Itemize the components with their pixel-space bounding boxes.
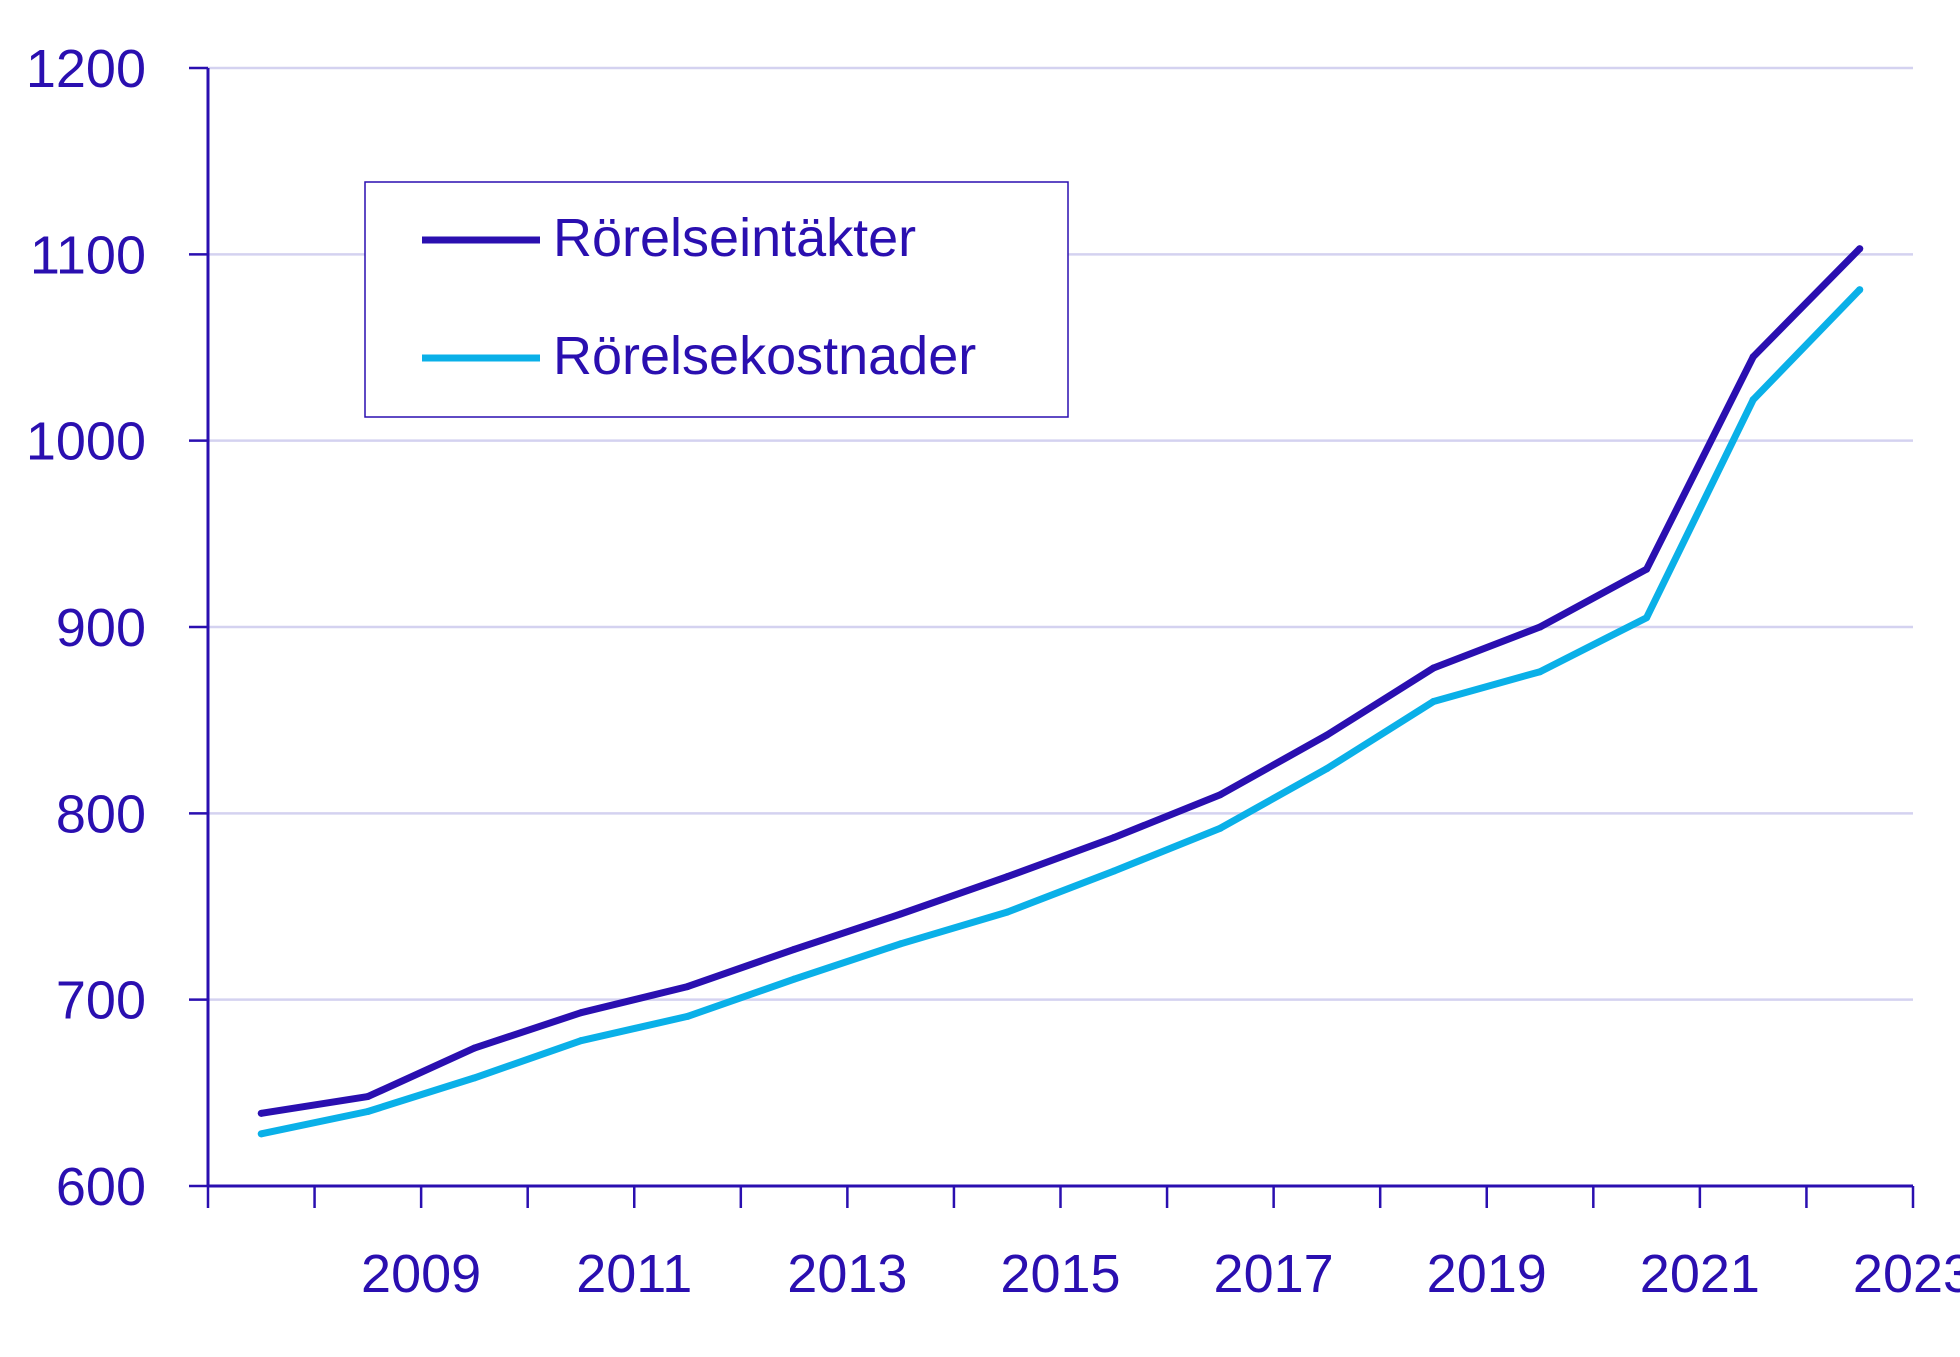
data-point <box>577 1037 585 1045</box>
x-tick-label-2019: 2019 <box>1427 1244 1547 1304</box>
data-point <box>1323 765 1331 773</box>
x-tick-label-2023: 2023 <box>1853 1244 1960 1304</box>
data-point <box>1536 623 1544 631</box>
data-point <box>257 1109 265 1117</box>
y-tick-label-1100: 1100 <box>30 225 146 285</box>
legend: Rörelseintäkter Rörelsekostnader <box>364 181 1069 418</box>
y-tick-label-1200: 1200 <box>26 39 146 99</box>
x-tick-label-2009: 2009 <box>361 1244 481 1304</box>
y-tick-label-900: 900 <box>56 598 146 658</box>
data-point <box>1216 791 1224 799</box>
data-point <box>1323 731 1331 739</box>
data-point <box>684 983 692 991</box>
data-point <box>1536 668 1544 676</box>
x-tick-label-2013: 2013 <box>787 1244 907 1304</box>
y-tick-label-600: 600 <box>56 1157 146 1217</box>
data-point <box>364 1093 372 1101</box>
data-point <box>790 975 798 983</box>
x-tick-label-2017: 2017 <box>1214 1244 1334 1304</box>
y-tick-label-800: 800 <box>56 784 146 844</box>
data-point <box>1749 396 1757 404</box>
data-point <box>1003 908 1011 916</box>
data-point <box>1643 565 1651 573</box>
data-point <box>1110 834 1118 842</box>
data-point <box>470 1074 478 1082</box>
data-point <box>897 910 905 918</box>
data-point <box>364 1107 372 1115</box>
data-point <box>1003 873 1011 881</box>
x-tick-label-2021: 2021 <box>1640 1244 1760 1304</box>
x-tick-label-2015: 2015 <box>1000 1244 1120 1304</box>
y-tick-label-1000: 1000 <box>26 412 146 472</box>
legend-label-rorelsekostnader: Rörelsekostnader <box>553 326 976 386</box>
legend-label-rorelseintakter: Rörelseintäkter <box>553 208 916 268</box>
series-line-rorelseintakter <box>257 245 1864 1117</box>
data-point <box>1856 245 1864 253</box>
data-point <box>1110 867 1118 875</box>
data-point <box>790 945 798 953</box>
data-point <box>1856 286 1864 294</box>
data-point <box>257 1130 265 1138</box>
series-line-rorelsekostnader <box>257 286 1864 1138</box>
data-point <box>897 940 905 948</box>
data-point <box>1429 664 1437 672</box>
data-point <box>1643 614 1651 622</box>
data-point <box>1749 353 1757 361</box>
x-tick-label-2011: 2011 <box>576 1244 692 1304</box>
series-lines <box>257 245 1864 1138</box>
data-point <box>684 1012 692 1020</box>
axes: 600 700 800 900 1000 1100 1200 2009 2011 2013 2015… <box>26 39 1960 1304</box>
legend-box <box>364 181 1069 418</box>
data-point <box>577 1009 585 1017</box>
data-point <box>1216 824 1224 832</box>
data-point <box>470 1044 478 1052</box>
data-point <box>1429 698 1437 706</box>
y-tick-label-700: 700 <box>56 971 146 1031</box>
